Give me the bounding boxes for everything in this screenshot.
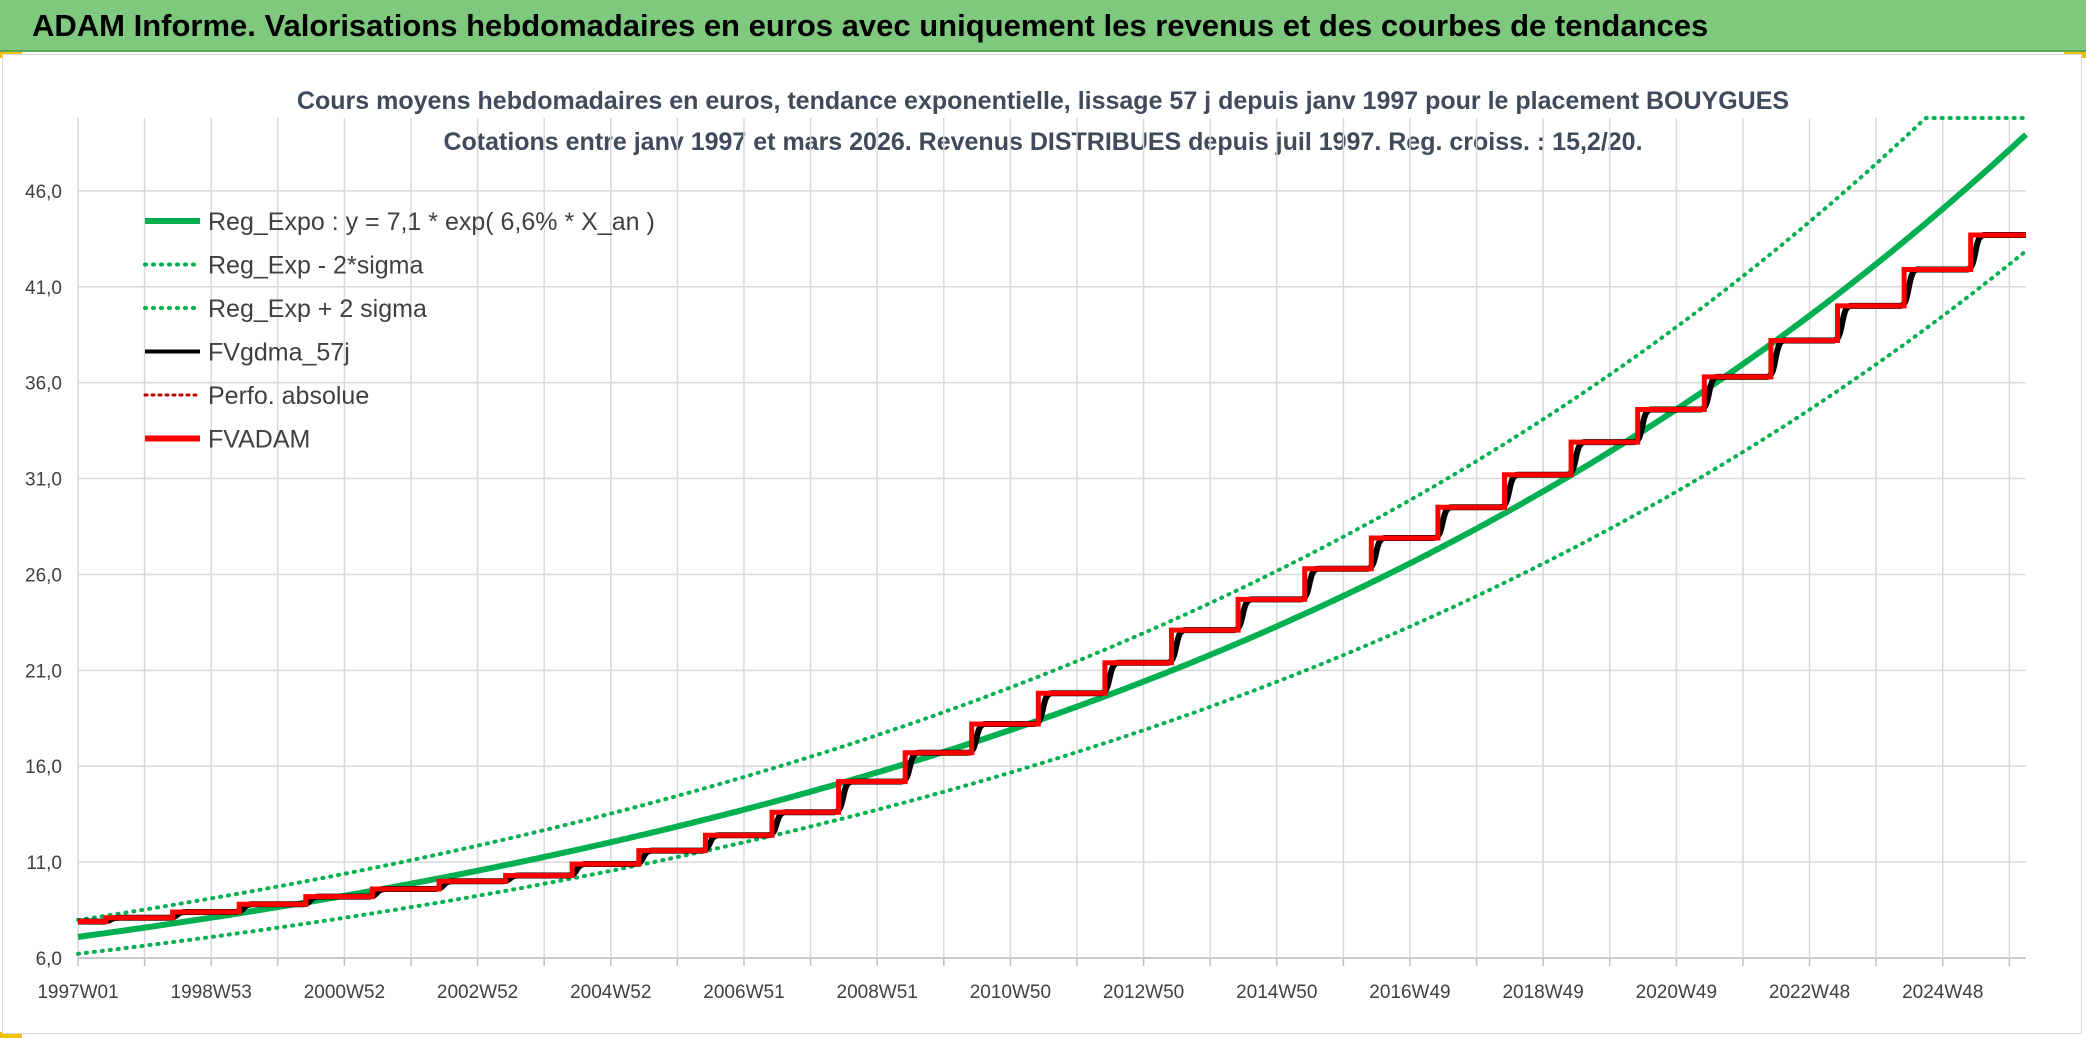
x-tick-label: 2000W52: [304, 982, 385, 1003]
x-tick-label: 1998W53: [171, 982, 252, 1003]
chart-subtitle: Cotations entre janv 1997 et mars 2026. …: [443, 128, 1642, 156]
y-tick-label: 6,0: [36, 949, 62, 970]
trend-line: [77, 132, 2029, 940]
chart-title: Cours moyens hebdomadaires en euros, ten…: [297, 87, 1789, 115]
x-tick-label: 2008W51: [837, 982, 918, 1003]
legend-label: Reg_Expo : y = 7,1 * exp( 6,6% * X_an ): [208, 208, 655, 236]
x-tick-label: 2022W48: [1769, 982, 1850, 1003]
x-tick-label: 2006W51: [703, 982, 784, 1003]
y-tick-label: 11,0: [26, 853, 62, 874]
corner-mark: [0, 1032, 22, 1038]
y-tick-label: 26,0: [25, 565, 62, 586]
chart-frame: [2, 54, 2082, 1034]
x-tick-label: 2024W48: [1902, 982, 1983, 1003]
x-tick-label: 2018W49: [1502, 982, 1583, 1003]
legend-label: Reg_Exp + 2 sigma: [208, 295, 427, 323]
x-tick-label: 2010W50: [970, 982, 1051, 1003]
legend-label: Reg_Exp - 2*sigma: [208, 252, 423, 280]
legend-label: FVADAM: [208, 426, 310, 454]
x-tick-label: 2002W52: [437, 982, 518, 1003]
y-tick-label: 31,0: [25, 470, 62, 491]
y-tick-label: 41,0: [25, 278, 62, 299]
header-bar: ADAM Informe. Valorisations hebdomadaire…: [0, 0, 2086, 52]
x-tick-label: 1997W01: [37, 982, 118, 1003]
y-tick-label: 16,0: [25, 757, 62, 778]
y-tick-label: 21,0: [25, 661, 62, 682]
legend-label: Perfo. absolue: [208, 382, 369, 410]
x-tick-label: 2014W50: [1236, 982, 1317, 1003]
x-tick-label: 2020W49: [1636, 982, 1717, 1003]
page-title: ADAM Informe. Valorisations hebdomadaire…: [32, 8, 1709, 43]
legend-label: FVgdma_57j: [208, 339, 350, 367]
x-tick-label: 2012W50: [1103, 982, 1184, 1003]
x-tick-label: 2004W52: [570, 982, 651, 1003]
fv-smoothed-line: [77, 231, 2027, 925]
y-tick-label: 46,0: [25, 182, 62, 203]
x-tick-label: 2016W49: [1369, 982, 1450, 1003]
upper-band-line: [76, 116, 2028, 922]
fvadam-step-line: [77, 232, 2027, 925]
y-tick-label: 36,0: [25, 374, 62, 395]
lower-band-line: [76, 248, 2028, 956]
